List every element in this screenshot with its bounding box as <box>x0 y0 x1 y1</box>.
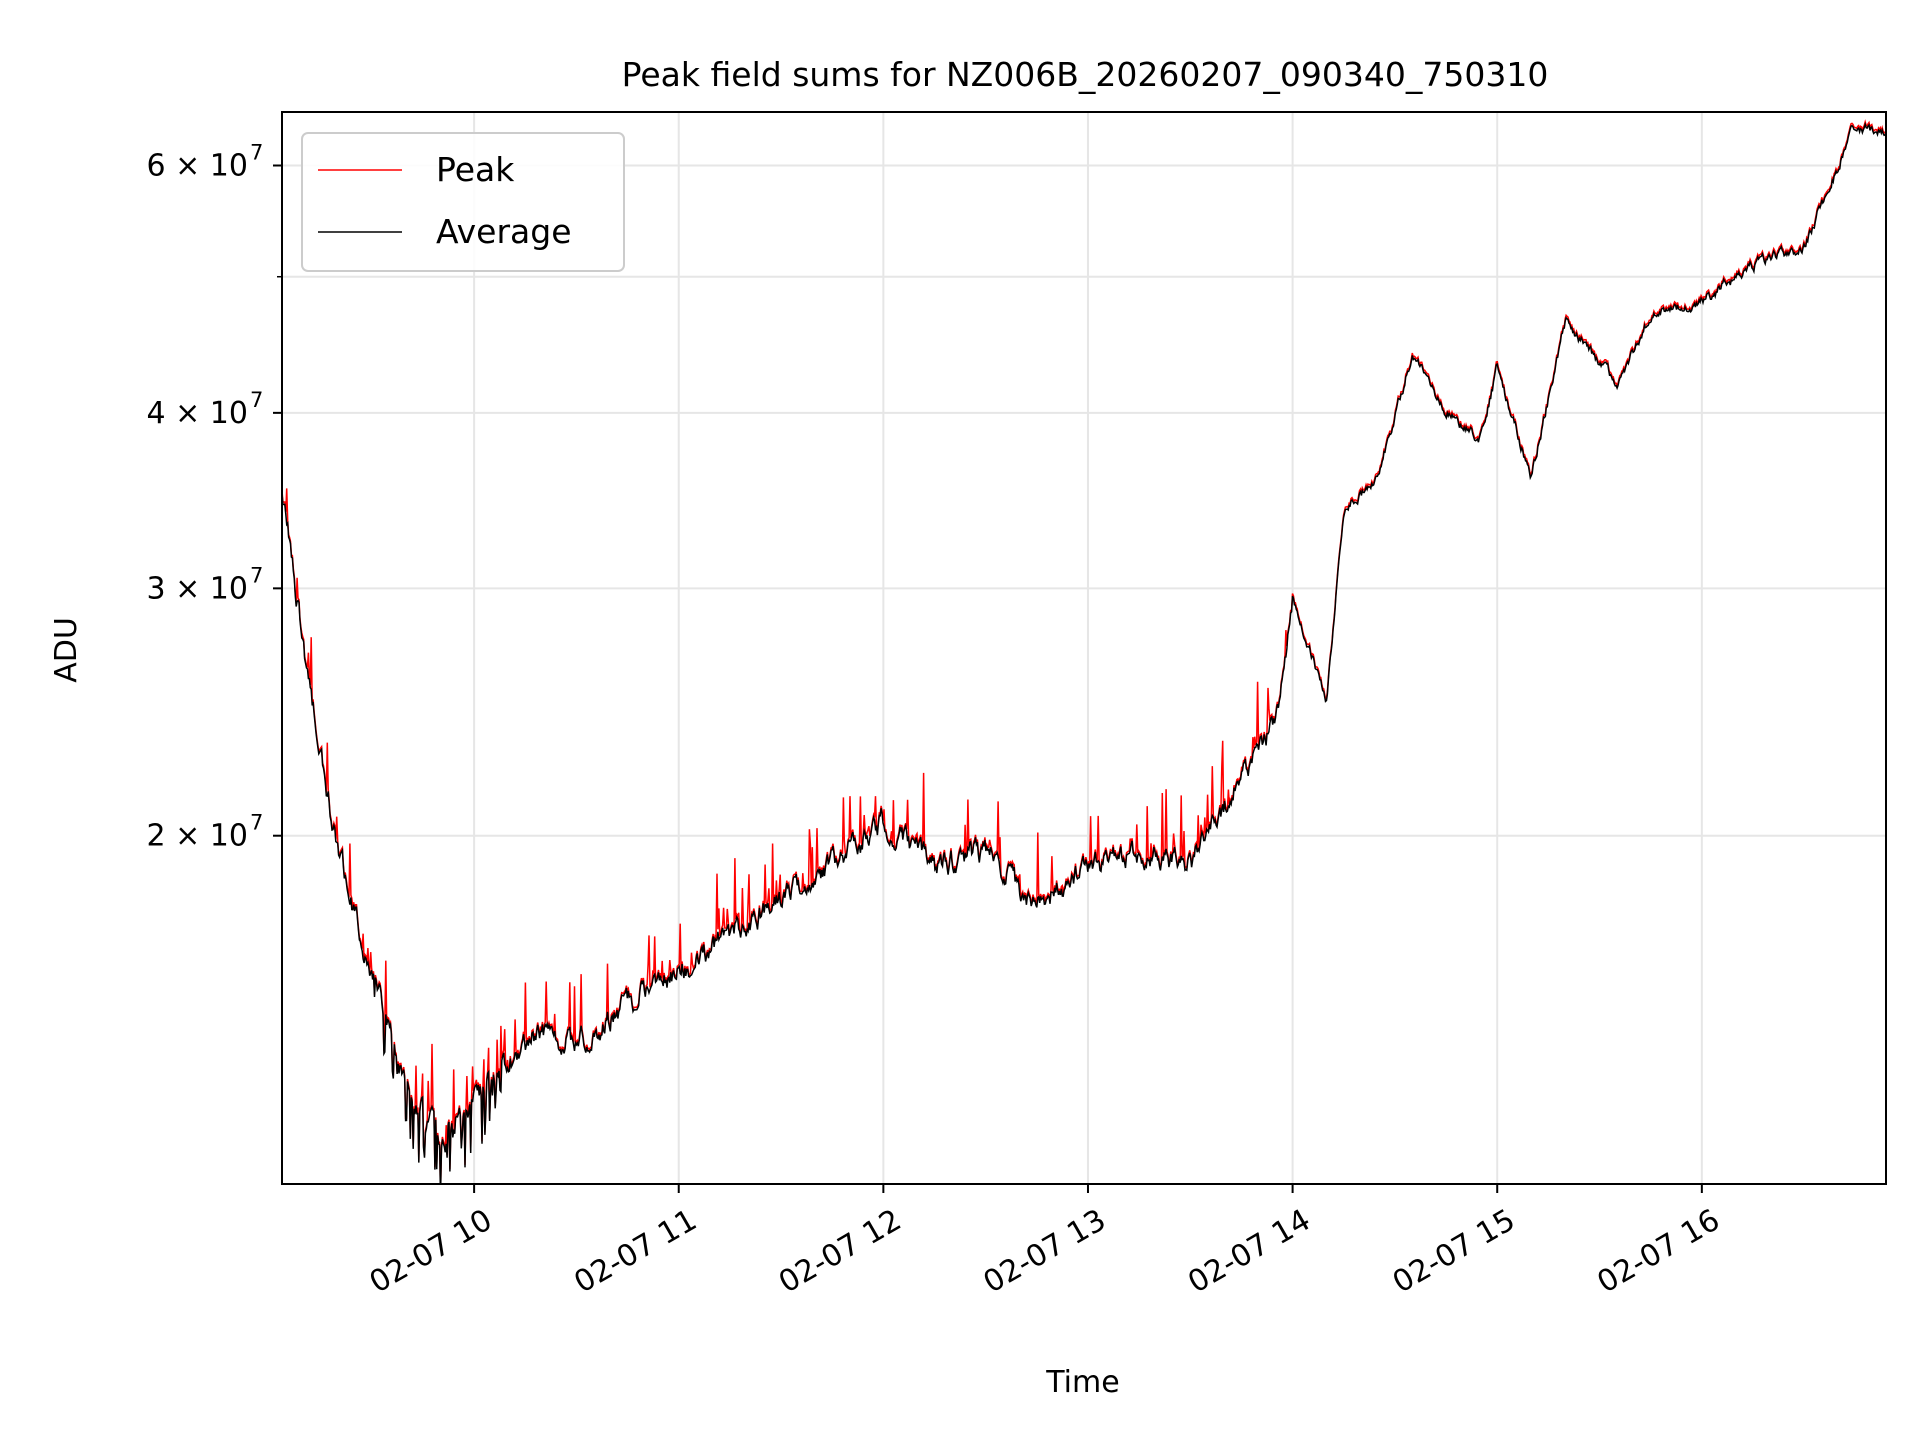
legend: Peak Average <box>301 132 625 272</box>
y-tick-label: 4 × 10 <box>147 396 248 431</box>
y-tick-label: 3 × 10 <box>147 571 248 606</box>
y-axis: 2 × 10 73 × 10 74 × 10 76 × 10 7 <box>147 141 282 854</box>
legend-label-average: Average <box>436 212 572 251</box>
y-tick-exponent: 7 <box>250 141 263 165</box>
legend-box <box>301 132 625 272</box>
series-line-average <box>282 121 1886 1184</box>
y-axis-label: ADU <box>49 617 84 683</box>
series-layer <box>282 119 1886 1184</box>
y-tick-label: 2 × 10 <box>147 819 248 854</box>
y-tick-exponent: 7 <box>250 563 263 587</box>
y-tick-exponent: 7 <box>250 811 263 835</box>
y-tick-exponent: 7 <box>250 388 263 412</box>
y-tick-label: 6 × 10 <box>147 149 248 184</box>
legend-label-peak: Peak <box>436 150 515 189</box>
chart-title: Peak field sums for NZ006B_20260207_0903… <box>622 55 1549 94</box>
plot-frame <box>281 111 1887 1185</box>
x-axis-label: Time <box>1045 1365 1119 1400</box>
